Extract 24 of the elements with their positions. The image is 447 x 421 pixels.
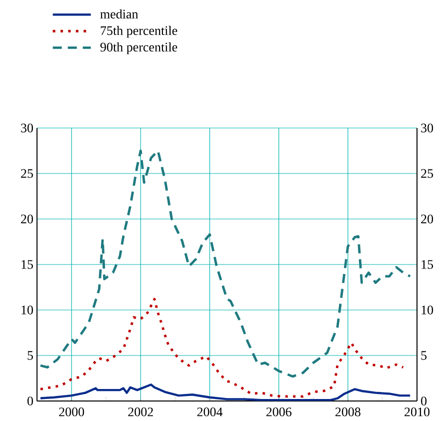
- x-tick-label: 2002: [128, 408, 153, 416]
- y-tick-label: 15: [22, 260, 33, 269]
- y2-tick-label: 5: [421, 351, 427, 360]
- x-tick-label: 2006: [266, 408, 292, 416]
- y2-tick-label: 10: [422, 306, 434, 314]
- x-tick-label: 2004: [197, 408, 223, 416]
- x-tick-label: 2000: [59, 408, 84, 416]
- y-tick-label: 20: [21, 214, 33, 224]
- legend-label: median: [100, 9, 138, 18]
- y2-tick-label: 20: [421, 214, 434, 224]
- y-tick-label: 0: [27, 396, 33, 406]
- y2-tick-label: 0: [421, 396, 427, 406]
- y2-tick-label: 15: [422, 260, 434, 269]
- y2-tick-label: 25: [421, 169, 434, 178]
- legend-label: 90th percentile: [100, 42, 178, 54]
- line-series: [39, 150, 412, 378]
- y2-tick-label: 30: [421, 124, 434, 132]
- legend-label: 75th percentile: [100, 26, 178, 38]
- y-tick-label: 5: [28, 351, 33, 360]
- y-tick-label: 30: [21, 124, 33, 132]
- x-tick-label: 2008: [335, 408, 360, 416]
- y-tick-label: 10: [22, 306, 33, 314]
- x-tick-label: 2010: [404, 408, 430, 416]
- y-tick-label: 25: [21, 169, 33, 178]
